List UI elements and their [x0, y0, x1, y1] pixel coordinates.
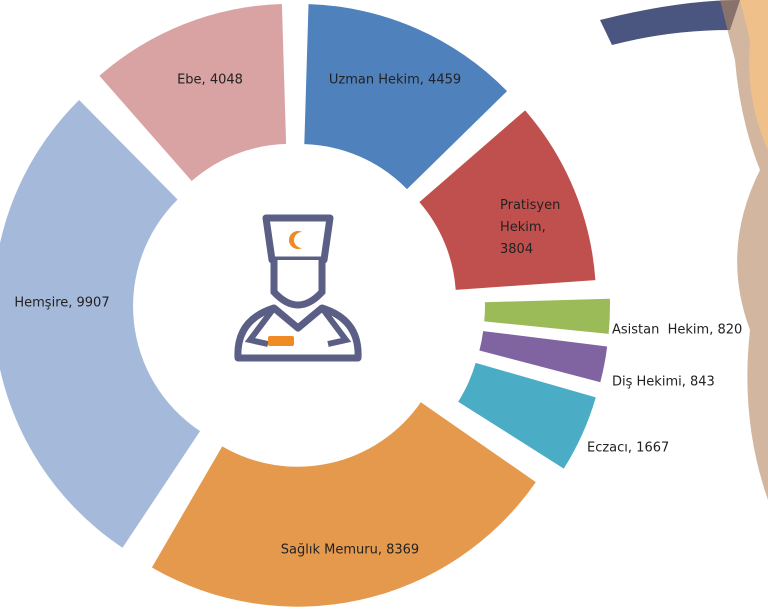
data-label: Diş Hekimi, 843 [612, 375, 715, 390]
data-label: Asistan Hekim, 820 [612, 323, 742, 338]
decoration [600, 0, 768, 500]
center-icon [234, 214, 362, 362]
slice [458, 362, 596, 469]
data-label: Eczacı, 1667 [587, 441, 669, 456]
data-label-line: Hekim, [500, 220, 546, 235]
slice [304, 4, 508, 190]
slice [0, 99, 201, 548]
data-label: Hemşire, 9907 [14, 296, 109, 311]
data-label: Pratisyen Hekim, 3804 [500, 198, 560, 257]
data-label: Sağlık Memuru, 8369 [281, 543, 419, 558]
slice [419, 110, 596, 290]
slice [99, 3, 287, 182]
data-label-line: Pratisyen [500, 198, 560, 213]
data-label: Uzman Hekim, 4459 [329, 73, 461, 88]
data-label: Ebe, 4048 [177, 73, 243, 88]
slice [151, 402, 536, 607]
data-label-line: 3804 [500, 242, 533, 257]
slice [484, 298, 610, 334]
slice [479, 331, 608, 383]
